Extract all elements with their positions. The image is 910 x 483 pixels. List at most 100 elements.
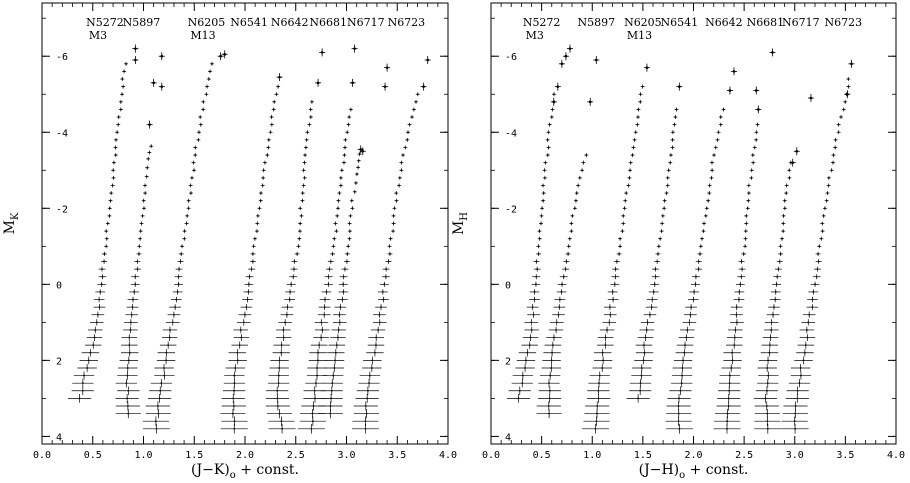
data-point — [158, 397, 161, 400]
data-point — [344, 138, 347, 141]
data-point — [332, 374, 335, 377]
x-tick-label: 0.0 — [33, 450, 51, 461]
data-point — [782, 230, 785, 233]
data-point — [300, 214, 303, 217]
data-point — [689, 313, 692, 316]
data-point — [739, 283, 742, 286]
data-point — [258, 207, 261, 210]
tip-point — [219, 54, 222, 58]
data-point — [750, 169, 753, 172]
data-point — [328, 268, 331, 271]
data-point — [331, 253, 334, 255]
tip-point — [564, 54, 568, 58]
data-point — [303, 161, 306, 164]
data-point — [650, 306, 653, 309]
data-point — [653, 283, 656, 286]
tip-point — [320, 51, 324, 54]
data-point — [262, 176, 265, 179]
x-axis-title: (J−H)o + const. — [639, 462, 749, 481]
data-point — [766, 412, 769, 415]
data-point — [128, 336, 131, 339]
data-point — [128, 351, 131, 354]
data-point — [818, 245, 821, 248]
data-point — [601, 351, 604, 354]
data-point — [280, 344, 283, 347]
data-point — [353, 190, 356, 193]
data-point — [573, 207, 576, 210]
data-point — [756, 123, 759, 126]
data-point — [126, 374, 129, 377]
data-point — [339, 306, 342, 309]
data-point — [817, 253, 819, 255]
data-point — [633, 138, 636, 141]
data-point — [81, 389, 84, 392]
data-point — [611, 291, 614, 293]
data-point — [697, 268, 700, 271]
data-point — [597, 389, 600, 392]
data-point — [302, 184, 305, 187]
data-point — [681, 374, 683, 377]
data-point — [551, 108, 554, 111]
data-point — [150, 145, 153, 148]
y-axis-title: MK — [2, 212, 21, 234]
data-point — [783, 199, 786, 202]
data-point — [364, 405, 367, 407]
data-point — [553, 93, 555, 96]
data-point — [292, 275, 295, 278]
data-point — [247, 283, 250, 286]
tip-point — [361, 149, 365, 153]
data-point — [555, 329, 557, 331]
data-point — [174, 306, 177, 309]
tip-point — [134, 47, 137, 50]
data-point — [293, 268, 295, 271]
data-point — [312, 405, 315, 407]
data-point — [236, 359, 239, 362]
data-point — [567, 245, 570, 248]
tip-point — [732, 70, 736, 73]
data-point — [282, 336, 285, 339]
data-point — [256, 222, 259, 225]
tip-point — [160, 54, 164, 58]
data-point — [598, 374, 601, 377]
data-point — [338, 313, 341, 316]
data-point — [550, 116, 553, 118]
data-point — [601, 367, 604, 369]
data-point — [632, 146, 635, 149]
data-point — [746, 207, 749, 210]
data-point — [827, 184, 830, 187]
data-point — [695, 275, 697, 278]
data-point — [305, 146, 307, 149]
cluster-label: N6681 — [747, 16, 785, 29]
x-tick-label: 1.5 — [185, 450, 203, 461]
tip-point — [645, 66, 649, 69]
data-point — [350, 199, 353, 202]
data-point — [681, 367, 684, 369]
data-point — [371, 359, 374, 362]
data-point — [314, 397, 316, 400]
y-tick-label: -2 — [505, 204, 517, 215]
data-point — [755, 131, 758, 134]
data-point — [310, 427, 313, 430]
cluster-n6541: N6541 — [220, 16, 283, 434]
data-point — [625, 192, 628, 194]
data-point — [768, 344, 771, 347]
data-point — [167, 344, 170, 347]
data-point — [555, 321, 558, 324]
data-point — [564, 268, 567, 271]
tip-point — [316, 81, 320, 85]
data-point — [378, 313, 381, 316]
data-point — [375, 336, 378, 339]
data-point — [198, 131, 200, 134]
data-point — [521, 374, 524, 377]
data-point — [735, 306, 738, 309]
data-point — [542, 184, 544, 187]
tip-point — [351, 81, 354, 85]
data-point — [119, 108, 122, 111]
tip-point — [152, 81, 155, 85]
data-point — [847, 85, 850, 88]
data-point — [207, 78, 210, 80]
data-point — [191, 176, 193, 179]
data-point — [578, 176, 581, 179]
data-point — [808, 313, 811, 316]
cluster-label: N6642 — [705, 16, 743, 29]
